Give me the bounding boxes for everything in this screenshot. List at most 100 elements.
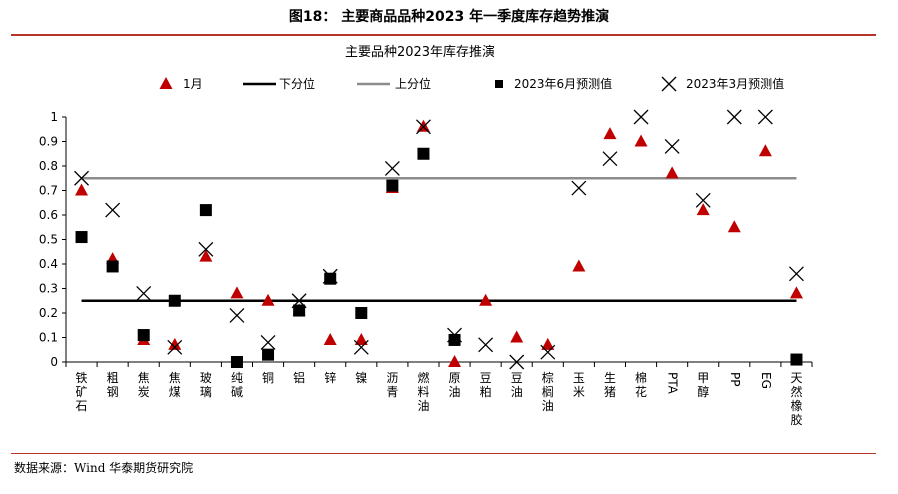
march-forecast-marker-stroke-b: [291, 293, 307, 309]
x-tick-label: 原油: [449, 371, 461, 399]
y-tick-label: 0.6: [39, 208, 58, 222]
march-forecast-marker-stroke-b: [695, 192, 711, 208]
x-tick-label: 棕榈油: [542, 370, 554, 413]
legend-label: 2023年3月预测值: [686, 76, 784, 91]
june-forecast-marker: [75, 231, 88, 244]
legend-label: 上分位: [395, 76, 431, 91]
june-forecast-marker: [324, 272, 337, 285]
jan-marker: [479, 293, 493, 306]
march-forecast-marker: [695, 192, 711, 208]
june-forecast-marker: [386, 179, 399, 192]
march-forecast-marker-stroke-b: [571, 180, 587, 196]
march-forecast-marker: [540, 344, 556, 360]
x-tick-label: 甲醇: [697, 371, 709, 399]
x-tick-label: PP: [728, 372, 742, 386]
jan-marker: [758, 144, 772, 157]
march-forecast-marker-stroke-b: [602, 151, 618, 167]
march-forecast-marker-stroke-b: [478, 337, 494, 353]
axes: 0 0.1 0.2 0.3 0.4 0.5 0.6 0.7 0.8 0.9 1: [39, 110, 813, 369]
legend-march-symbol-stroke-b: [661, 76, 677, 92]
march-forecast-marker: [664, 138, 680, 154]
june-forecast-marker: [106, 260, 119, 273]
jan-marker: [448, 355, 462, 367]
x-tick-label: 锌: [324, 371, 336, 385]
jan-marker: [789, 286, 803, 299]
x-tick-label: 生猪: [604, 371, 616, 399]
legend-label: 下分位: [279, 76, 315, 91]
legend-jan-symbol: [159, 77, 173, 89]
june-forecast-marker: [137, 329, 150, 342]
march-forecast-marker-stroke-b: [633, 109, 649, 125]
figure-title: 图18： 主要商品品种2023 年一季度库存趋势推演: [288, 9, 610, 25]
march-forecast-marker: [447, 327, 463, 343]
jan-marker: [230, 286, 244, 299]
june-forecast-marker: [230, 356, 243, 368]
y-tick-label: 0.1: [39, 331, 58, 345]
march-forecast-marker: [726, 109, 742, 125]
jan-marker: [634, 134, 648, 147]
march-forecast-marker-stroke-b: [509, 354, 525, 370]
march-forecast-marker-stroke-b: [322, 268, 338, 284]
march-forecast-marker-stroke-b: [167, 339, 183, 355]
jan-marker: [261, 293, 275, 306]
march-forecast-marker: [322, 268, 338, 284]
x-tick-label: 粗钢: [107, 371, 119, 399]
x-tick-label: 铜: [262, 370, 274, 385]
legend: 1月 下分位 上分位 2023年6月预测值 2023年3月预测值: [159, 76, 784, 92]
june-forecast-marker: [355, 307, 368, 319]
march-forecast-marker: [509, 354, 525, 370]
jan-marker: [75, 183, 89, 196]
june-forecast-marker: [448, 333, 461, 346]
june-forecast-marker: [790, 353, 803, 366]
data-marks: [74, 109, 804, 370]
jan-marker: [199, 249, 213, 262]
march-forecast-marker: [74, 170, 90, 186]
jan-marker: [696, 203, 710, 216]
legend-label: 1月: [183, 77, 203, 91]
march-forecast-marker: [571, 180, 587, 196]
march-forecast-marker-stroke-b: [447, 327, 463, 343]
x-tick-label: 棉花: [635, 371, 647, 399]
june-forecast-marker: [199, 204, 212, 217]
top-rule: [11, 34, 876, 36]
bottom-rule: [11, 453, 876, 454]
jan-marker: [416, 119, 430, 132]
march-forecast-marker: [260, 334, 276, 350]
march-forecast-marker: [353, 339, 369, 355]
x-tick-label: 豆粕: [480, 371, 492, 399]
x-tick-label: PTA: [666, 372, 680, 395]
jan-marker: [541, 337, 555, 350]
jan-marker: [323, 332, 337, 345]
x-tick-label: 豆油: [511, 371, 523, 399]
march-forecast-marker: [478, 337, 494, 353]
june-forecast-marker: [262, 348, 275, 361]
march-forecast-marker-stroke-b: [384, 160, 400, 176]
x-tick-label: 燃料油: [417, 370, 429, 413]
source-note: 数据来源：Wind 华泰期货研究院: [14, 461, 194, 475]
march-forecast-marker: [384, 160, 400, 176]
june-forecast-marker: [417, 147, 430, 160]
june-forecast-marker: [293, 304, 306, 317]
x-tick-label: 铁矿石: [76, 371, 88, 413]
jan-marker: [603, 127, 617, 140]
march-forecast-marker-stroke-b: [757, 109, 773, 125]
jan-marker: [572, 259, 586, 272]
jan-marker: [665, 166, 679, 179]
march-forecast-marker-stroke-b: [260, 334, 276, 350]
x-tick-label: 焦炭: [138, 371, 150, 399]
y-tick-label: 0.3: [39, 282, 58, 296]
legend-march-symbol: [661, 76, 677, 92]
jan-marker: [168, 337, 182, 350]
y-tick-label: 0: [50, 355, 58, 369]
legend-june-symbol: [495, 80, 503, 88]
y-tick-label: 0.4: [39, 257, 58, 271]
march-forecast-marker-stroke-b: [353, 339, 369, 355]
legend-label: 2023年6月预测值: [514, 76, 612, 91]
jan-marker: [510, 330, 524, 343]
y-tick-label: 0.8: [39, 159, 58, 173]
march-forecast-marker-stroke-b: [726, 109, 742, 125]
y-tick-label: 0.7: [39, 184, 58, 198]
x-tick-label: EG: [759, 372, 773, 389]
